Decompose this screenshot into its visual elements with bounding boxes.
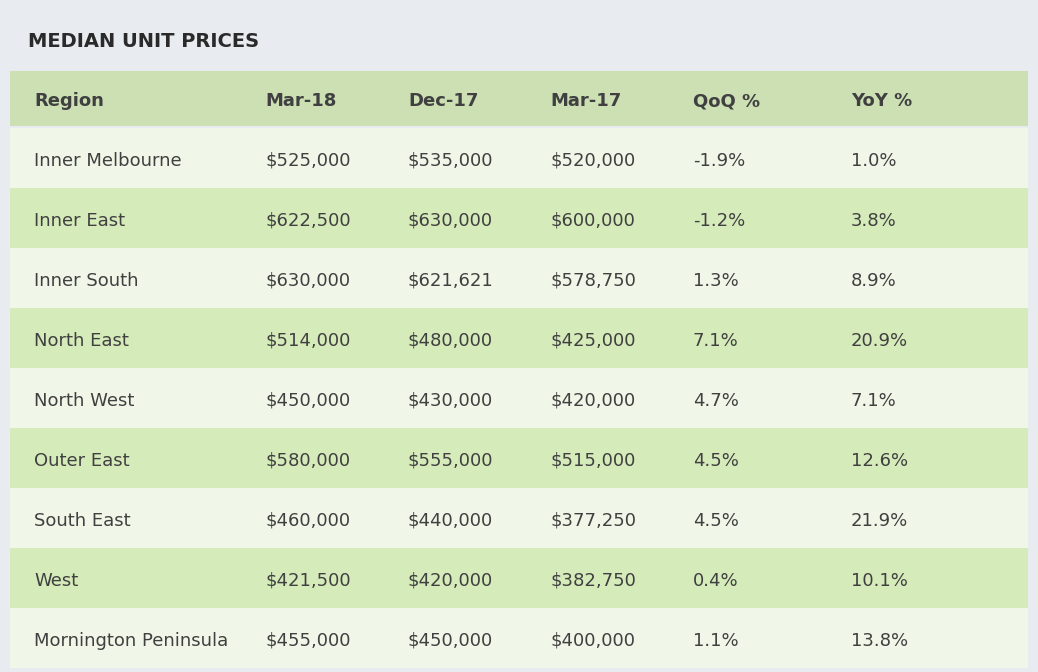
Text: 10.1%: 10.1% — [851, 572, 907, 590]
Text: $630,000: $630,000 — [266, 272, 351, 290]
Text: MEDIAN UNIT PRICES: MEDIAN UNIT PRICES — [28, 32, 260, 51]
Bar — [10, 128, 1028, 188]
Text: $622,500: $622,500 — [266, 212, 351, 230]
Text: Inner South: Inner South — [34, 272, 139, 290]
Text: 1.3%: 1.3% — [693, 272, 739, 290]
Text: Region: Region — [34, 92, 104, 110]
Bar — [10, 608, 1028, 668]
Bar — [10, 10, 1028, 68]
Text: 1.1%: 1.1% — [693, 632, 739, 650]
Text: $425,000: $425,000 — [550, 332, 636, 350]
Text: Outer East: Outer East — [34, 452, 130, 470]
Text: YoY %: YoY % — [851, 92, 912, 110]
Text: South East: South East — [34, 512, 131, 530]
Text: 1.0%: 1.0% — [851, 152, 896, 170]
Text: 4.7%: 4.7% — [693, 392, 739, 410]
Bar — [10, 548, 1028, 608]
Text: $430,000: $430,000 — [408, 392, 493, 410]
Bar — [10, 488, 1028, 548]
Text: 0.4%: 0.4% — [693, 572, 739, 590]
Text: $600,000: $600,000 — [550, 212, 635, 230]
Text: Mornington Peninsula: Mornington Peninsula — [34, 632, 228, 650]
Text: $450,000: $450,000 — [408, 632, 493, 650]
Text: North East: North East — [34, 332, 129, 350]
Text: -1.9%: -1.9% — [693, 152, 745, 170]
Text: $520,000: $520,000 — [550, 152, 635, 170]
Text: $420,000: $420,000 — [550, 392, 635, 410]
Text: 3.8%: 3.8% — [851, 212, 897, 230]
Text: $440,000: $440,000 — [408, 512, 493, 530]
Text: -1.2%: -1.2% — [693, 212, 745, 230]
Text: $555,000: $555,000 — [408, 452, 493, 470]
Text: 13.8%: 13.8% — [851, 632, 908, 650]
Bar — [10, 308, 1028, 368]
Bar — [10, 248, 1028, 308]
Text: $525,000: $525,000 — [266, 152, 351, 170]
Text: $450,000: $450,000 — [266, 392, 351, 410]
Text: 8.9%: 8.9% — [851, 272, 897, 290]
Text: Mar-18: Mar-18 — [266, 92, 336, 110]
Text: $580,000: $580,000 — [266, 452, 351, 470]
Text: $382,750: $382,750 — [550, 572, 636, 590]
Text: 12.6%: 12.6% — [851, 452, 908, 470]
Text: QoQ %: QoQ % — [693, 92, 760, 110]
Text: North West: North West — [34, 392, 135, 410]
Text: $514,000: $514,000 — [266, 332, 351, 350]
Text: Dec-17: Dec-17 — [408, 92, 479, 110]
Text: $455,000: $455,000 — [266, 632, 351, 650]
Text: $630,000: $630,000 — [408, 212, 493, 230]
Text: $621,621: $621,621 — [408, 272, 494, 290]
Text: 20.9%: 20.9% — [851, 332, 908, 350]
Text: 4.5%: 4.5% — [693, 512, 739, 530]
Bar — [10, 368, 1028, 428]
Text: $535,000: $535,000 — [408, 152, 493, 170]
Text: $377,250: $377,250 — [550, 512, 636, 530]
Text: 7.1%: 7.1% — [693, 332, 739, 350]
Text: $420,000: $420,000 — [408, 572, 493, 590]
Text: $400,000: $400,000 — [550, 632, 635, 650]
Text: 21.9%: 21.9% — [851, 512, 908, 530]
Text: West: West — [34, 572, 79, 590]
Text: $460,000: $460,000 — [266, 512, 351, 530]
Text: Mar-17: Mar-17 — [550, 92, 622, 110]
Text: 7.1%: 7.1% — [851, 392, 897, 410]
Text: $480,000: $480,000 — [408, 332, 493, 350]
Bar — [10, 428, 1028, 488]
Text: $515,000: $515,000 — [550, 452, 636, 470]
Text: $578,750: $578,750 — [550, 272, 636, 290]
Text: $421,500: $421,500 — [266, 572, 351, 590]
Bar — [10, 71, 1028, 126]
Text: 4.5%: 4.5% — [693, 452, 739, 470]
Text: Inner East: Inner East — [34, 212, 126, 230]
Text: Inner Melbourne: Inner Melbourne — [34, 152, 182, 170]
Bar — [10, 188, 1028, 248]
